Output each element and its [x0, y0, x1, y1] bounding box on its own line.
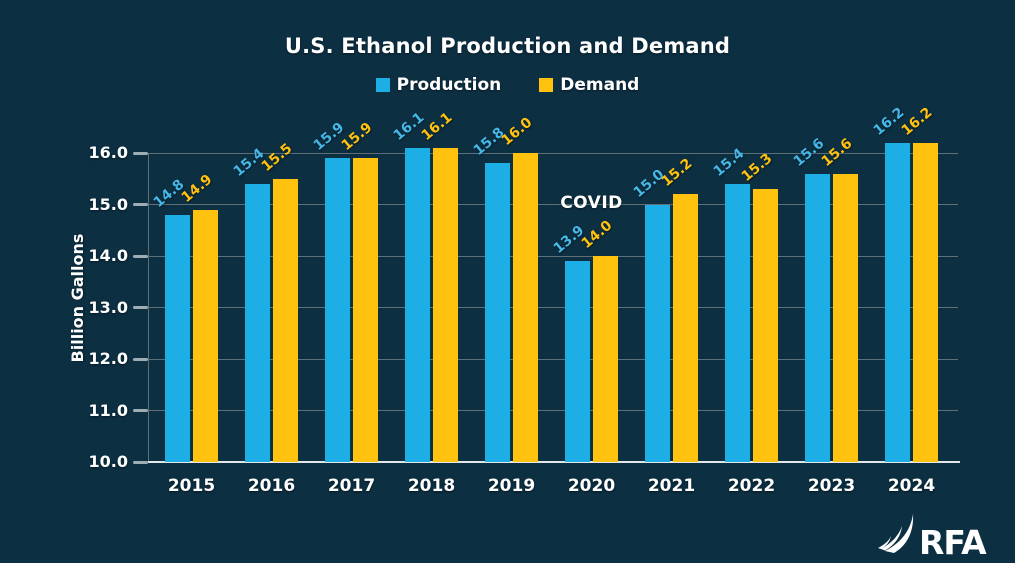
gridline-15.0 [148, 204, 958, 205]
value-label-demand-2021: 15.2 [658, 155, 696, 191]
legend: Production Demand [0, 75, 1015, 95]
x-axis-label-2015: 2015 [167, 476, 216, 496]
x-axis-label-2024: 2024 [887, 476, 936, 496]
y-axis-tick-10.0 [133, 460, 148, 464]
x-axis-label-2023: 2023 [807, 476, 856, 496]
value-label-demand-2020: 14.0 [578, 217, 616, 252]
y-axis-line [148, 153, 149, 462]
bar-demand-2020 [593, 256, 618, 462]
gridline-16.0 [148, 152, 958, 154]
y-axis-label-12.0: 12.0 [88, 349, 128, 368]
bar-demand-2017 [353, 158, 378, 462]
value-label-demand-2015: 14.9 [178, 171, 216, 206]
bar-production-2016 [245, 183, 270, 462]
rfa-swoosh-icon [878, 514, 914, 553]
gridline-14.0 [148, 255, 958, 257]
legend-label-demand: Demand [560, 75, 640, 95]
y-axis-tick-16.0 [133, 151, 148, 155]
annotation-covid: COVID [560, 193, 623, 213]
bar-production-2024 [885, 142, 910, 462]
gridline-12.0 [148, 358, 958, 360]
x-axis-label-2021: 2021 [647, 476, 696, 496]
y-axis-label-11.0: 11.0 [88, 400, 128, 420]
legend-item-production: Production [375, 75, 502, 95]
value-label-demand-2016: 15.5 [258, 140, 296, 175]
y-axis-tick-14.0 [133, 254, 148, 258]
y-axis-label-14.0: 14.0 [88, 246, 128, 265]
y-axis-tick-11.0 [133, 409, 148, 412]
x-axis-label-2022: 2022 [727, 476, 776, 496]
bar-production-2023 [805, 173, 830, 462]
y-axis-tick-13.0 [133, 306, 148, 309]
bar-demand-2022 [753, 189, 778, 462]
bar-demand-2024 [913, 142, 938, 462]
x-axis-label-2020: 2020 [567, 476, 616, 496]
bar-demand-2015 [193, 209, 218, 462]
value-label-production-2024: 16.2 [870, 104, 908, 139]
value-label-demand-2019: 16.0 [498, 114, 536, 149]
gridline-13.0 [148, 307, 958, 308]
legend-label-production: Production [396, 75, 502, 95]
value-label-production-2019: 15.8 [470, 124, 508, 160]
y-axis-label-10.0: 10.0 [88, 452, 128, 471]
y-axis-label-15.0: 15.0 [88, 194, 128, 214]
bar-production-2022 [725, 183, 750, 462]
legend-item-demand: Demand [539, 75, 639, 95]
gridline-11.0 [148, 410, 958, 411]
x-axis-label-2018: 2018 [407, 476, 456, 496]
bar-production-2018 [405, 147, 430, 462]
chart-title: U.S. Ethanol Production and Demand [284, 34, 731, 58]
x-axis-label-2017: 2017 [327, 476, 376, 496]
rfa-logo-text: RFA [919, 523, 987, 559]
value-label-demand-2024: 16.2 [898, 104, 936, 139]
x-axis-label-2019: 2019 [487, 476, 536, 496]
demand-swatch-icon [539, 78, 554, 92]
y-axis-tick-12.0 [133, 357, 148, 361]
y-axis-tick-15.0 [133, 203, 148, 206]
production-swatch-icon [375, 78, 390, 92]
bar-production-2017 [325, 158, 350, 462]
bar-demand-2016 [273, 178, 298, 462]
y-axis-label-16.0: 16.0 [88, 143, 128, 162]
value-label-demand-2018: 16.1 [418, 109, 456, 144]
value-label-demand-2017: 15.9 [338, 119, 376, 155]
bar-demand-2023 [833, 173, 858, 462]
y-axis-label-13.0: 13.0 [88, 297, 128, 317]
bar-demand-2019 [513, 153, 538, 462]
bar-demand-2018 [433, 147, 458, 462]
bar-production-2021 [645, 204, 670, 462]
x-axis-label-2016: 2016 [247, 476, 296, 496]
bar-demand-2021 [673, 194, 698, 462]
value-label-production-2018: 16.1 [390, 109, 428, 144]
rfa-logo: RFA [878, 514, 988, 559]
bar-production-2019 [485, 163, 510, 462]
bar-production-2020 [565, 261, 590, 462]
bar-production-2015 [165, 214, 190, 462]
x-axis-line [148, 461, 960, 463]
